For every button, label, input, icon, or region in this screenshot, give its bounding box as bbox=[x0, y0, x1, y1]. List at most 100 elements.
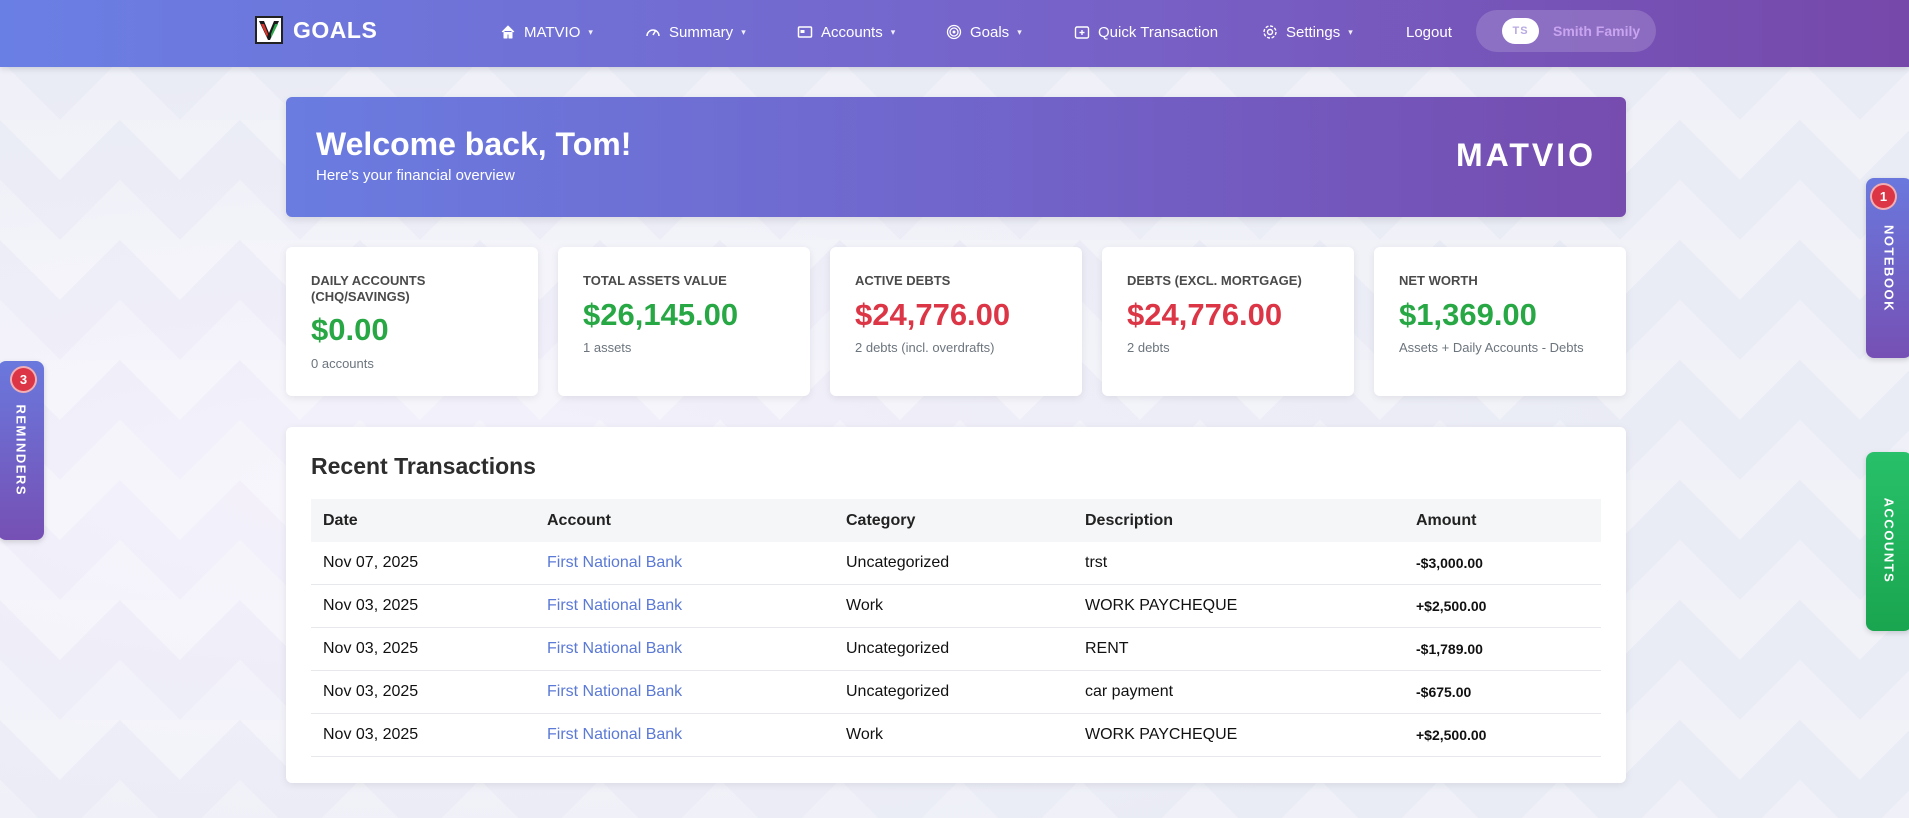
top-navbar: GOALS MATVIO ▾ Summary ▾ Accounts ▾ Goal… bbox=[0, 0, 1909, 67]
chevron-down-icon: ▾ bbox=[890, 26, 896, 37]
notebook-side-tab[interactable]: 1 NOTEBOOK bbox=[1866, 178, 1909, 358]
cell-amount: +$2,500.00 bbox=[1404, 584, 1601, 628]
nav-summary-label: Summary bbox=[669, 23, 734, 41]
cell-description: WORK PAYCHEQUE bbox=[1073, 713, 1404, 757]
recent-transactions-card: Recent Transactions Date Account Categor… bbox=[286, 427, 1626, 783]
table-row: Nov 07, 2025 First National Bank Uncateg… bbox=[311, 542, 1601, 585]
cell-amount: -$675.00 bbox=[1404, 670, 1601, 714]
account-link[interactable]: First National Bank bbox=[547, 597, 683, 614]
stat-card-daily-accounts: DAILY ACCOUNTS (CHQ/SAVINGS) $0.00 0 acc… bbox=[286, 247, 538, 396]
stat-subtext: 2 debts (incl. overdrafts) bbox=[855, 340, 995, 355]
stat-card-debts-excl-mortgage: DEBTS (EXCL. MORTGAGE) $24,776.00 2 debt… bbox=[1102, 247, 1354, 396]
stat-label: TOTAL ASSETS VALUE bbox=[583, 273, 727, 288]
stat-label: DAILY ACCOUNTS (CHQ/SAVINGS) bbox=[311, 273, 426, 304]
table-row: Nov 03, 2025 First National Bank Uncateg… bbox=[311, 670, 1601, 714]
home-icon bbox=[501, 25, 515, 39]
account-link[interactable]: First National Bank bbox=[547, 640, 683, 657]
welcome-banner: Welcome back, Tom! Here's your financial… bbox=[286, 97, 1626, 217]
nav-goals-label: Goals bbox=[970, 23, 1010, 41]
table-header-row: Date Account Category Description Amount bbox=[311, 499, 1601, 542]
cell-description: WORK PAYCHEQUE bbox=[1073, 584, 1404, 628]
family-name: Smith Family bbox=[1553, 23, 1641, 39]
stat-value: $0.00 bbox=[311, 312, 389, 347]
column-header-category: Category bbox=[834, 499, 1073, 542]
cell-description: trst bbox=[1073, 542, 1404, 585]
column-header-amount: Amount bbox=[1404, 499, 1601, 542]
cell-date: Nov 07, 2025 bbox=[311, 542, 535, 585]
stat-subtext: 1 assets bbox=[583, 340, 632, 355]
account-link[interactable]: First National Bank bbox=[547, 554, 683, 571]
notebook-count-badge: 1 bbox=[1870, 183, 1897, 210]
stat-value: $1,369.00 bbox=[1399, 297, 1537, 332]
nav-settings[interactable]: Settings ▾ bbox=[1262, 20, 1353, 44]
cell-category: Work bbox=[834, 713, 1073, 757]
brand[interactable]: GOALS bbox=[255, 16, 377, 44]
table-row: Nov 03, 2025 First National Bank Work WO… bbox=[311, 713, 1601, 757]
welcome-title: Welcome back, Tom! bbox=[316, 126, 632, 162]
cell-category: Work bbox=[834, 584, 1073, 628]
nav-accounts-label: Accounts bbox=[821, 23, 883, 41]
bank-card-icon bbox=[797, 26, 813, 38]
nav-quick-transaction-label: Quick Transaction bbox=[1098, 23, 1219, 41]
nav-accounts[interactable]: Accounts ▾ bbox=[797, 20, 895, 44]
cell-amount: -$3,000.00 bbox=[1404, 542, 1601, 585]
accounts-side-tab[interactable]: ACCOUNTS bbox=[1866, 452, 1909, 631]
account-link[interactable]: First National Bank bbox=[547, 726, 683, 743]
nav-summary[interactable]: Summary ▾ bbox=[645, 20, 746, 44]
transactions-table: Date Account Category Description Amount… bbox=[311, 499, 1601, 757]
cell-date: Nov 03, 2025 bbox=[311, 670, 535, 714]
notebook-tab-label: NOTEBOOK bbox=[1881, 224, 1897, 313]
stat-card-total-assets: TOTAL ASSETS VALUE $26,145.00 1 assets bbox=[558, 247, 810, 396]
column-header-description: Description bbox=[1073, 499, 1404, 542]
cell-category: Uncategorized bbox=[834, 542, 1073, 585]
column-header-date: Date bbox=[311, 499, 535, 542]
target-icon bbox=[946, 24, 962, 40]
stat-value: $26,145.00 bbox=[583, 297, 739, 332]
nav-matvio[interactable]: MATVIO ▾ bbox=[500, 20, 593, 44]
chevron-down-icon: ▾ bbox=[1348, 26, 1353, 37]
stat-subtext: 0 accounts bbox=[311, 356, 374, 371]
matvio-wordmark: MATVIO bbox=[1455, 137, 1596, 173]
account-link[interactable]: First National Bank bbox=[547, 683, 683, 700]
chevron-down-icon: ▾ bbox=[741, 26, 746, 37]
stat-value: $24,776.00 bbox=[1127, 297, 1283, 332]
welcome-subtitle: Here's your financial overview bbox=[316, 167, 515, 184]
stat-label: NET WORTH bbox=[1399, 273, 1478, 288]
stat-label: DEBTS (EXCL. MORTGAGE) bbox=[1127, 273, 1302, 288]
stat-subtext: 2 debts bbox=[1127, 340, 1170, 355]
cell-category: Uncategorized bbox=[834, 627, 1073, 671]
stat-card-net-worth: NET WORTH $1,369.00 Assets + Daily Accou… bbox=[1374, 247, 1626, 396]
table-row: Nov 03, 2025 First National Bank Work WO… bbox=[311, 584, 1601, 628]
stat-card-active-debts: ACTIVE DEBTS $24,776.00 2 debts (incl. o… bbox=[830, 247, 1082, 396]
reminders-tab-label: REMINDERS bbox=[13, 404, 29, 497]
nav-logout-label: Logout bbox=[1406, 23, 1452, 41]
chevron-down-icon: ▾ bbox=[588, 26, 593, 37]
nav-quick-transaction[interactable]: Quick Transaction bbox=[1074, 20, 1218, 44]
stat-value: $24,776.00 bbox=[855, 297, 1011, 332]
avatar: TS bbox=[1502, 18, 1539, 44]
cell-date: Nov 03, 2025 bbox=[311, 627, 535, 671]
cell-category: Uncategorized bbox=[834, 670, 1073, 714]
gear-icon bbox=[1263, 25, 1277, 39]
matvio-logo-icon bbox=[255, 16, 283, 44]
table-row: Nov 03, 2025 First National Bank Uncateg… bbox=[311, 627, 1601, 671]
cell-description: car payment bbox=[1073, 670, 1404, 714]
cell-amount: +$2,500.00 bbox=[1404, 713, 1601, 757]
section-title: Recent Transactions bbox=[311, 453, 536, 479]
nav-logout[interactable]: Logout bbox=[1406, 20, 1452, 44]
cell-description: RENT bbox=[1073, 627, 1404, 671]
stat-subtext: Assets + Daily Accounts - Debts bbox=[1399, 340, 1584, 355]
cell-date: Nov 03, 2025 bbox=[311, 713, 535, 757]
reminders-side-tab[interactable]: 3 REMINDERS bbox=[0, 361, 44, 540]
family-switcher[interactable]: TS Smith Family bbox=[1476, 10, 1656, 52]
app-title: GOALS bbox=[293, 16, 378, 43]
nav-matvio-label: MATVIO bbox=[524, 23, 581, 41]
speedometer-icon bbox=[646, 29, 660, 37]
nav-settings-label: Settings bbox=[1286, 23, 1341, 41]
wallet-plus-icon bbox=[1074, 26, 1090, 39]
cell-amount: -$1,789.00 bbox=[1404, 627, 1601, 671]
accounts-tab-label: ACCOUNTS bbox=[1881, 497, 1897, 584]
nav-goals[interactable]: Goals ▾ bbox=[946, 20, 1022, 44]
stat-label: ACTIVE DEBTS bbox=[855, 273, 951, 288]
cell-date: Nov 03, 2025 bbox=[311, 584, 535, 628]
